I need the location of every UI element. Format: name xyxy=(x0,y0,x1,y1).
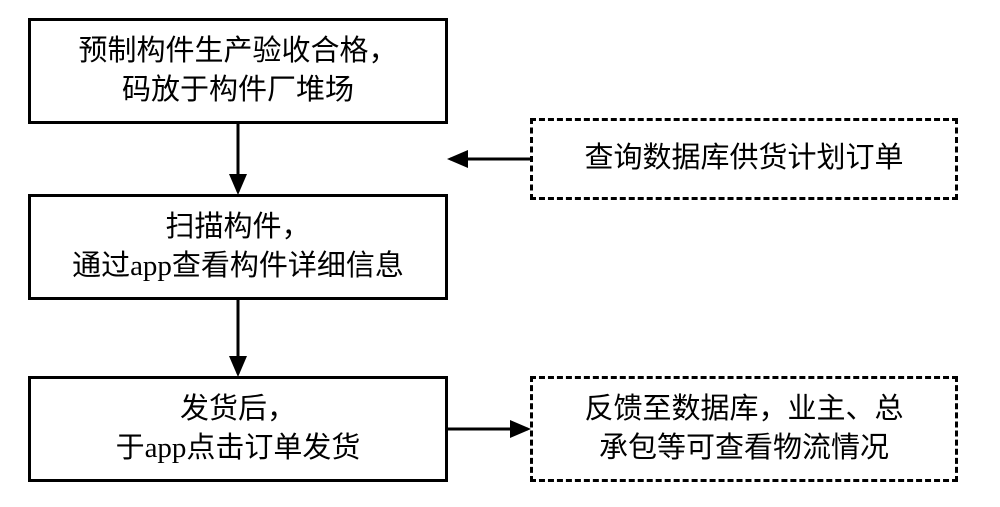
node-label: 预制构件生产验收合格，码放于构件厂堆场 xyxy=(78,32,397,110)
flow-node-ship: 发货后，于app点击订单发货 xyxy=(28,376,448,482)
node-label: 发货后，于app点击订单发货 xyxy=(116,390,361,468)
flow-node-scan: 扫描构件，通过app查看构件详细信息 xyxy=(28,194,448,300)
node-label: 扫描构件，通过app查看构件详细信息 xyxy=(72,208,404,286)
node-label: 查询数据库供货计划订单 xyxy=(584,139,903,178)
flow-node-query-db: 查询数据库供货计划订单 xyxy=(530,118,958,200)
flow-node-production: 预制构件生产验收合格，码放于构件厂堆场 xyxy=(28,18,448,124)
flow-node-feedback: 反馈至数据库，业主、总承包等可查看物流情况 xyxy=(530,376,958,482)
node-label: 反馈至数据库，业主、总承包等可查看物流情况 xyxy=(584,390,903,468)
